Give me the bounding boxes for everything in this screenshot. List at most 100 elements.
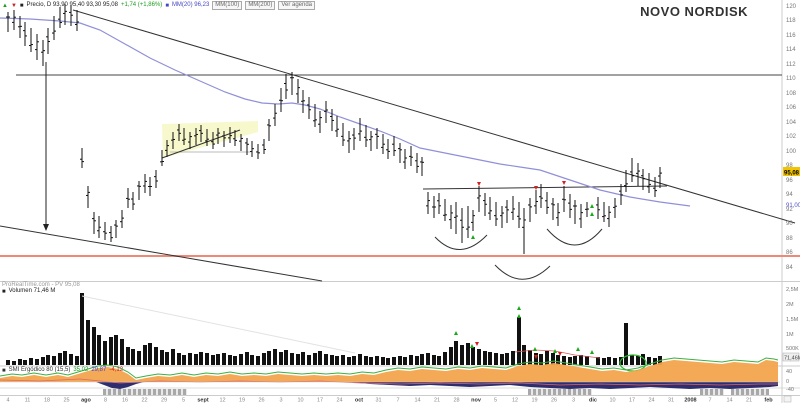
volume-bar [52, 356, 56, 365]
volume-bar [386, 358, 390, 365]
toolbar-box-mm200[interactable]: MM(200) [245, 1, 276, 10]
price-change: +1,74 (+1,86%) [120, 2, 163, 8]
volume-bar [97, 335, 101, 365]
volume-bar [211, 355, 215, 365]
volume-bar [35, 359, 39, 365]
axis-label: 26 [551, 398, 557, 403]
volume-bar [194, 354, 198, 365]
volume-bar [488, 352, 492, 365]
volume-bar [585, 356, 589, 365]
volume-bar [313, 353, 317, 365]
volume-bar [545, 351, 549, 365]
axis-label: 84 [786, 265, 793, 271]
axis-label: 91,00 [786, 203, 800, 209]
axis-label: 110 [786, 76, 796, 82]
axis-label: 96 [786, 178, 793, 184]
axis-label: 98 [786, 163, 793, 169]
volume-bar [511, 351, 515, 365]
volume-bar [647, 357, 651, 365]
oscillator-value-2: 29,87 [91, 367, 107, 373]
session-hatch-block [731, 389, 769, 395]
axis-label: 40 [786, 369, 792, 375]
axis-label: -40 [786, 387, 794, 393]
volume-bar [483, 351, 487, 365]
axis-label: 71,46M [784, 356, 800, 362]
neckline [422, 185, 668, 190]
axis-label: 19 [239, 398, 245, 403]
axis-label: 88 [786, 236, 793, 242]
descending-trendline [72, 9, 796, 224]
volume-legend: ■ Volumen 71,46 M [2, 288, 56, 295]
volume-bar [369, 357, 373, 365]
volume-swatch-icon: ■ [2, 288, 6, 295]
volume-bar [290, 353, 294, 365]
volume-bar [245, 352, 249, 365]
volume-buy-marker-icon [454, 331, 458, 335]
volume-buy-marker-icon [576, 347, 580, 351]
volume-bar [267, 351, 271, 365]
axis-label: 3 [572, 398, 575, 403]
toolbar-box-agenda[interactable]: Ver agenda [278, 1, 316, 10]
axis-label: ago [81, 398, 91, 403]
volume-bar [460, 345, 464, 365]
axis-label: 8 [104, 398, 107, 403]
volume-bar [318, 351, 322, 365]
ma-legend: MM(20) 96,23 [171, 2, 210, 8]
axis-label: 22 [141, 398, 147, 403]
volume-bar [80, 293, 84, 365]
volume-bar [466, 343, 470, 365]
volume-bar [624, 323, 628, 365]
session-hatch-block [528, 389, 592, 395]
last-price-tag [783, 167, 800, 176]
axis-label: 2M [786, 302, 794, 308]
volume-buy-marker-icon [533, 347, 537, 351]
oscillator-red-line [0, 378, 778, 386]
volume-bar [454, 341, 458, 365]
axis-label: 29 [161, 398, 167, 403]
down-arrow-icon: ▼ [10, 2, 17, 9]
axis-label: 118 [786, 18, 796, 24]
axis-label: 5 [182, 398, 185, 403]
axis-label: 25 [63, 398, 69, 403]
volume-bar [449, 347, 453, 365]
axis-label: 116 [786, 33, 796, 39]
volume-bar [398, 356, 402, 365]
axis-label: 10 [609, 398, 615, 403]
volume-bar [330, 355, 334, 365]
volume-bar [341, 355, 345, 365]
volume-bar [23, 360, 27, 365]
arrow-head-icon [43, 224, 49, 231]
axis-label: 5 [494, 398, 497, 403]
volume-trendline [81, 295, 356, 354]
volume-bar [171, 349, 175, 365]
volume-bar [205, 353, 209, 365]
volume-bar [120, 339, 124, 365]
volume-bar [551, 353, 555, 365]
axis-label: 17 [629, 398, 635, 403]
toolbar-box-mm100[interactable]: MM(100) [212, 1, 243, 10]
axis-label: 19 [531, 398, 537, 403]
volume-bar [222, 353, 226, 365]
volume-bar [177, 353, 181, 365]
axis-label: 28 [453, 398, 459, 403]
shoulder-arc [546, 228, 603, 246]
sell-marker-icon [534, 186, 538, 190]
oscillator-negative-area [96, 382, 144, 389]
volume-bar [233, 356, 237, 365]
volume-bar [426, 353, 430, 365]
session-hatch-block [103, 389, 187, 395]
volume-bar [137, 351, 141, 365]
axis-label: 17 [317, 398, 323, 403]
volume-bar [216, 354, 220, 365]
shoulder-arc [434, 234, 488, 250]
ma-swatch-icon: ■ [165, 2, 169, 9]
volume-bar [409, 355, 413, 365]
axis-label: 24 [336, 398, 342, 403]
volume-bar [607, 357, 611, 365]
volume-bar [92, 327, 96, 365]
volume-sell-marker-icon [558, 352, 562, 356]
volume-bar [199, 352, 203, 365]
volume-bar [415, 356, 419, 365]
volume-bar [188, 353, 192, 365]
